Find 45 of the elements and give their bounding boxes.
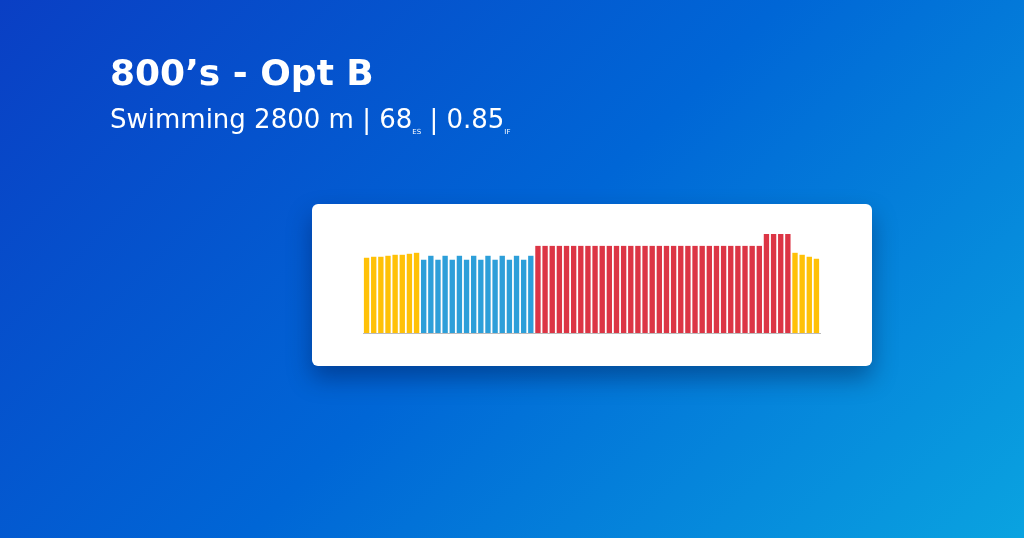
bar [613,245,620,333]
bar [649,245,655,333]
bar [678,245,684,333]
chart-subtitle: Swimming 2800 m | 68$_{ES}$ | 0.85$_{IF}$ [110,104,511,137]
bar [628,245,634,333]
bar [706,245,712,333]
bar [670,245,677,333]
bar [413,252,420,333]
bar [713,245,720,333]
chart-title: 800’s - Opt B [110,52,374,93]
bar [785,234,791,333]
bar [756,245,762,333]
bar [699,245,705,333]
bar [449,259,455,333]
bar [778,234,784,333]
bar [549,245,555,333]
bar [620,245,627,333]
bar [763,234,770,333]
bar [813,258,820,333]
bar [506,259,513,333]
bar [399,254,405,333]
bar [499,255,505,333]
bar [578,245,584,333]
bar [606,245,613,333]
bar [371,256,377,333]
bar [599,245,605,333]
bar [421,259,427,333]
bar [570,245,577,333]
bar [770,234,777,333]
bar [520,259,527,333]
bar [406,253,413,333]
bar [728,245,734,333]
bar [363,257,370,333]
bar [528,255,534,333]
bar [471,255,477,333]
bar [806,256,812,333]
bar [563,245,570,333]
bar [663,245,670,333]
bar [656,245,663,333]
bar [463,259,470,333]
bar [513,255,520,333]
bar [478,259,484,333]
bar [720,245,727,333]
bar [456,255,463,333]
bar [556,245,563,333]
